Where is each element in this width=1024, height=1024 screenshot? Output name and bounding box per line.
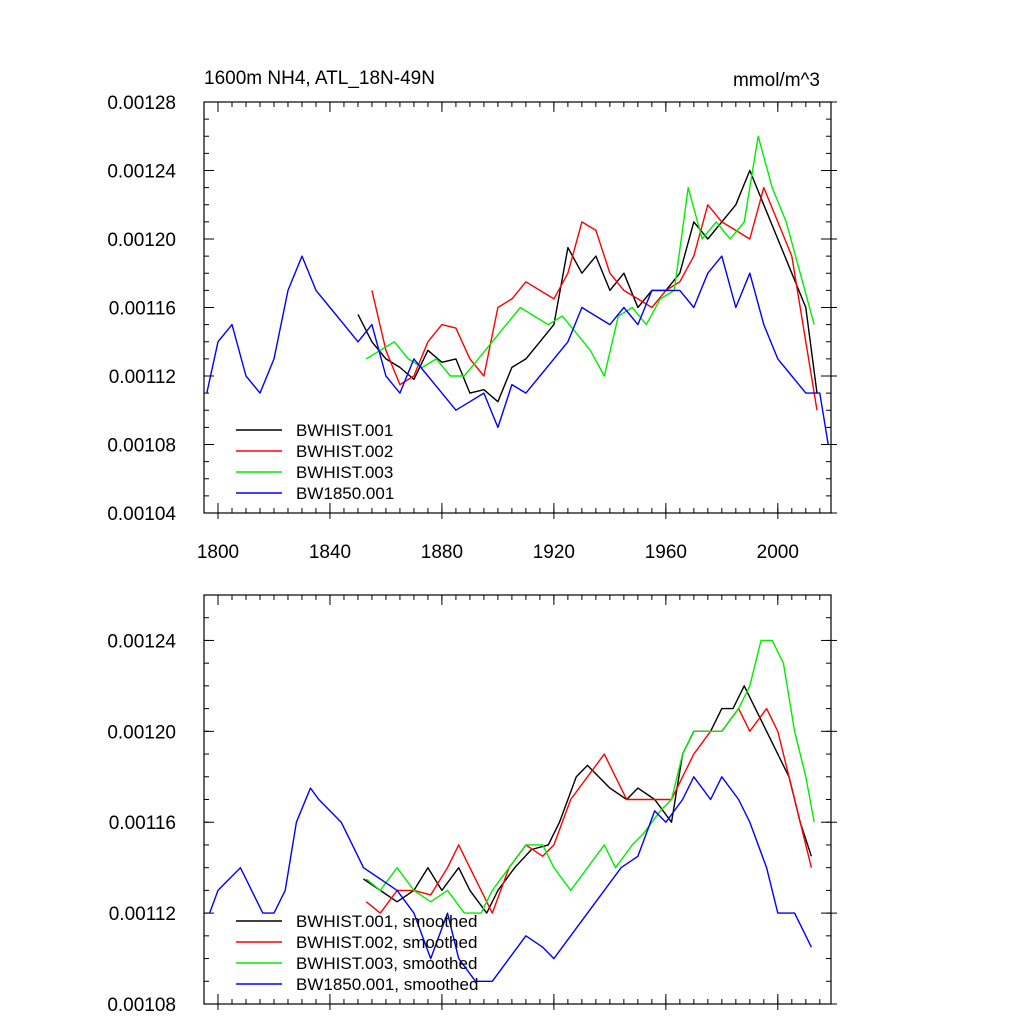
series-line-bwhist-001-smoothed — [363, 685, 813, 914]
units-label: mmol/m^3 — [733, 70, 820, 91]
y-tick-label: 0.00128 — [107, 93, 176, 114]
y-tick-label: 0.00108 — [107, 436, 176, 457]
x-tick-label: 1840 — [309, 542, 351, 563]
chart-title: 1600m NH4, ATL_18N-49N — [204, 68, 435, 89]
legend-label-bwhist-001: BWHIST.001 — [296, 421, 393, 440]
panel-top: 1800 1840 1880 1920 1960 2000 0.00104 0.00108 0.… — [107, 93, 837, 563]
y-tick-label: 0.00124 — [107, 162, 176, 183]
series-line-bwhist-001 — [357, 169, 818, 403]
y-tick-label: 0.00120 — [107, 230, 176, 251]
x-tick-label: 1920 — [533, 542, 575, 563]
legend-label-bw1850-001-smoothed: BW1850.001, smoothed — [296, 975, 478, 994]
legend-label-bw1850-001: BW1850.001 — [296, 484, 394, 503]
y-tick-label: 0.00112 — [109, 904, 176, 925]
y-tick-label: 0.00116 — [109, 299, 176, 320]
series-line-bwhist-002-smoothed — [365, 707, 813, 914]
legend-label-bwhist-003: BWHIST.003 — [296, 463, 393, 482]
x-tick-label: 1800 — [197, 542, 239, 563]
x-tick-label: 1960 — [645, 542, 687, 563]
x-tick-label: 1880 — [421, 542, 463, 563]
series-line-bwhist-003-smoothed — [365, 639, 815, 914]
y-tick-label: 0.00108 — [107, 995, 176, 1016]
panel-bottom: 0.00108 0.00112 0.00116 0.00120 0.00124 BWHIS… — [107, 594, 837, 1016]
legend: BWHIST.001 BWHIST.002 BWHIST.003 BW1850.001 — [236, 421, 394, 503]
legend-label-bwhist-002: BWHIST.002 — [296, 442, 393, 461]
y-tick-label: 0.00116 — [109, 813, 176, 834]
legend-label-bwhist-003-smoothed: BWHIST.003, smoothed — [296, 954, 477, 973]
y-tick-label: 0.00112 — [109, 367, 176, 388]
series-line-bw1850-001-smoothed — [208, 776, 813, 982]
series-line-bwhist-003 — [365, 135, 815, 377]
legend-label-bwhist-002-smoothed: BWHIST.002, smoothed — [296, 933, 477, 952]
series-line-bw1850-001 — [206, 255, 829, 445]
y-tick-label: 0.00120 — [107, 722, 176, 743]
legend-label-bwhist-001-smoothed: BWHIST.001, smoothed — [296, 912, 477, 931]
x-tick-label: 2000 — [757, 542, 799, 563]
legend: BWHIST.001, smoothed BWHIST.002, smoothed… — [236, 912, 478, 994]
y-tick-label: 0.00104 — [107, 504, 176, 525]
series-line-bwhist-002 — [371, 186, 818, 411]
y-tick-label: 0.00124 — [107, 631, 176, 652]
